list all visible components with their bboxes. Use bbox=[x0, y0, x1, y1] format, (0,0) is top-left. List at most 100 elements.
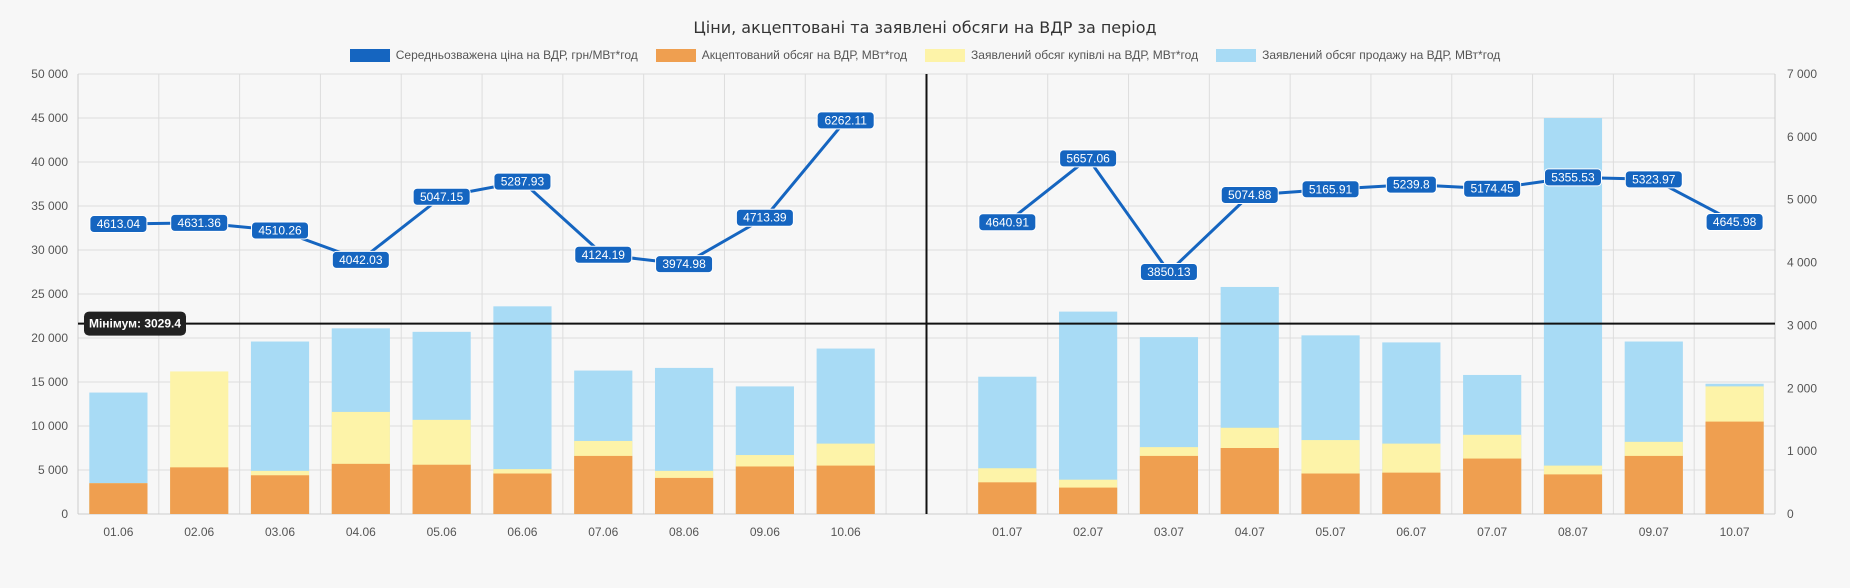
legend-item-sell[interactable]: Заявлений обсяг продажу на ВДР, МВт*год bbox=[1216, 48, 1500, 62]
y-right-tick-label: 3 000 bbox=[1787, 318, 1817, 332]
y-left-tick-label: 40 000 bbox=[31, 155, 68, 169]
legend-label-sell: Заявлений обсяг продажу на ВДР, МВт*год bbox=[1262, 48, 1501, 62]
legend-swatch-price bbox=[349, 48, 390, 62]
x-tick-label: 08.06 bbox=[669, 525, 699, 539]
y-right-tick-label: 6 000 bbox=[1787, 130, 1817, 144]
x-tick-label: 09.07 bbox=[1639, 525, 1669, 539]
bar-accepted-volume bbox=[170, 467, 229, 514]
y-right-tick-label: 2 000 bbox=[1787, 381, 1817, 395]
price-point-label: 3974.98 bbox=[662, 257, 706, 271]
y-right-tick-label: 0 bbox=[1787, 507, 1794, 521]
price-point-label-box bbox=[251, 221, 310, 240]
y-left-tick-label: 5 000 bbox=[38, 463, 68, 477]
x-tick-label: 04.06 bbox=[346, 525, 376, 539]
bar-accepted-volume bbox=[1463, 458, 1522, 514]
price-point-label: 5165.91 bbox=[1309, 182, 1353, 196]
y-left-tick-label: 25 000 bbox=[31, 287, 68, 301]
price-line-series bbox=[118, 119, 847, 266]
x-tick-label: 02.07 bbox=[1073, 525, 1103, 539]
price-point-label-box bbox=[1624, 170, 1683, 189]
bar-accepted-volume bbox=[493, 473, 552, 514]
x-tick-label: 10.06 bbox=[831, 525, 861, 539]
legend-item-accepted[interactable]: Акцептований обсяг на ВДР, МВт*год bbox=[655, 48, 908, 62]
price-point-label-box bbox=[1385, 175, 1437, 194]
x-tick-label: 06.06 bbox=[507, 525, 537, 539]
price-point-label: 3850.13 bbox=[1147, 265, 1191, 279]
bar-accepted-volume bbox=[816, 465, 875, 514]
bar-accepted-volume bbox=[89, 483, 148, 514]
price-point-label: 5047.15 bbox=[420, 190, 464, 204]
y-left-tick-label: 0 bbox=[61, 507, 68, 521]
legend-swatch-buy bbox=[925, 48, 966, 62]
y-right-tick-label: 7 000 bbox=[1787, 67, 1817, 81]
x-tick-label: 02.06 bbox=[184, 525, 214, 539]
price-point-label: 6262.11 bbox=[824, 113, 867, 127]
bar-accepted-volume bbox=[574, 455, 633, 514]
legend-swatch-sell bbox=[1216, 48, 1257, 62]
price-point-label-box bbox=[493, 172, 552, 191]
price-point-label: 5239.8 bbox=[1393, 178, 1430, 192]
x-tick-label: 07.06 bbox=[588, 525, 618, 539]
bar-accepted-volume bbox=[1301, 473, 1360, 514]
bar-accepted-volume bbox=[331, 463, 390, 514]
price-point-label: 4613.04 bbox=[97, 217, 141, 231]
y-right-tick-label: 4 000 bbox=[1787, 256, 1817, 270]
price-point-label: 4042.03 bbox=[339, 253, 383, 267]
x-tick-label: 08.07 bbox=[1558, 525, 1588, 539]
price-point-label: 4124.19 bbox=[582, 248, 626, 262]
price-point-label: 5355.53 bbox=[1551, 170, 1595, 184]
price-point-label-box bbox=[735, 208, 794, 227]
price-point-label: 4631.36 bbox=[178, 216, 222, 230]
y-right-tick-label: 5 000 bbox=[1787, 193, 1817, 207]
y-right-tick-label: 1 000 bbox=[1787, 444, 1817, 458]
price-point-label-box bbox=[412, 187, 471, 206]
price-point-label-box bbox=[1705, 212, 1764, 231]
price-point-label: 5174.45 bbox=[1470, 182, 1514, 196]
x-tick-label: 07.07 bbox=[1477, 525, 1507, 539]
x-tick-label: 05.07 bbox=[1316, 525, 1346, 539]
price-point-label: 5074.88 bbox=[1228, 188, 1272, 202]
y-left-tick-label: 45 000 bbox=[31, 111, 68, 125]
minimum-label-box bbox=[84, 311, 186, 336]
bar-accepted-volume bbox=[1139, 455, 1199, 514]
price-point-label: 5323.97 bbox=[1632, 172, 1676, 186]
price-point-label-box bbox=[655, 255, 714, 274]
price-point-label-box bbox=[1543, 168, 1602, 187]
price-point-label-box bbox=[978, 213, 1037, 232]
x-tick-label: 09.06 bbox=[750, 525, 780, 539]
bar-accepted-volume bbox=[1059, 487, 1118, 514]
x-tick-label: 03.07 bbox=[1154, 525, 1184, 539]
x-tick-label: 06.07 bbox=[1396, 525, 1426, 539]
x-tick-label: 04.07 bbox=[1235, 525, 1265, 539]
price-line-series bbox=[1006, 156, 1736, 274]
price-point-label-box bbox=[816, 111, 875, 130]
legend-label-buy: Заявлений обсяг купівлі на ВДР, МВт*год bbox=[971, 48, 1199, 62]
legend-label-accepted: Акцептований обсяг на ВДР, МВт*год bbox=[701, 48, 908, 62]
price-point-label-box bbox=[1139, 262, 1198, 281]
price-point-label-box bbox=[170, 213, 229, 232]
y-left-tick-label: 50 000 bbox=[31, 67, 68, 81]
x-tick-label: 05.06 bbox=[427, 525, 457, 539]
bar-accepted-volume bbox=[1382, 472, 1441, 514]
x-tick-label: 10.07 bbox=[1720, 525, 1750, 539]
bar-accepted-volume bbox=[735, 466, 794, 514]
x-tick-label: 01.07 bbox=[992, 525, 1022, 539]
price-point-label-box bbox=[1059, 149, 1118, 168]
price-point-label: 4645.98 bbox=[1713, 215, 1757, 229]
x-tick-label: 03.06 bbox=[265, 525, 295, 539]
y-left-tick-label: 20 000 bbox=[31, 331, 68, 345]
legend-item-price[interactable]: Середньозважена ціна на ВДР, грн/МВт*год bbox=[349, 48, 638, 62]
price-point-label-box bbox=[574, 245, 633, 264]
y-left-tick-label: 35 000 bbox=[31, 199, 68, 213]
y-left-tick-label: 30 000 bbox=[31, 243, 68, 257]
price-point-label: 5287.93 bbox=[501, 175, 545, 189]
price-point-label: 4510.26 bbox=[258, 223, 302, 237]
legend-item-buy[interactable]: Заявлений обсяг купівлі на ВДР, МВт*год bbox=[925, 48, 1198, 62]
bar-accepted-volume bbox=[1220, 448, 1279, 514]
minimum-label: Мінімум: 3029.4 bbox=[89, 317, 181, 331]
legend-swatch-accepted bbox=[655, 48, 696, 62]
price-point-label: 5657.06 bbox=[1066, 151, 1110, 165]
bar-accepted-volume bbox=[1624, 455, 1683, 514]
